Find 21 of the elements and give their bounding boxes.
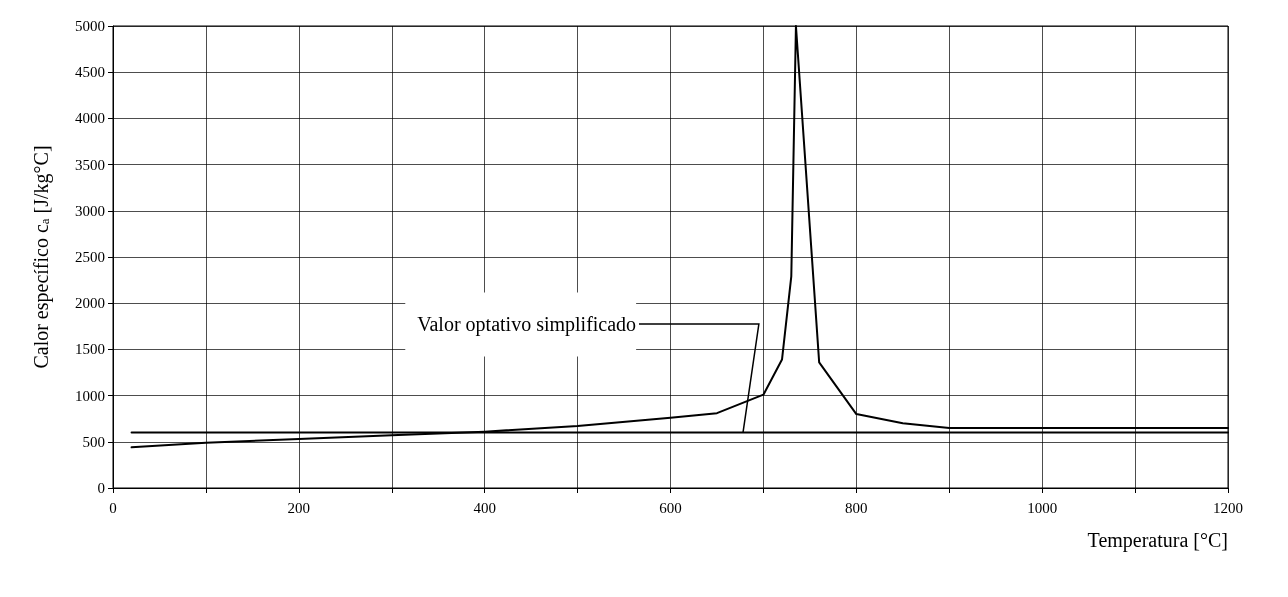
x-tick-label: 1200 [1213,499,1243,516]
x-tick-label: 400 [473,499,496,516]
y-tick-label: 3500 [75,156,105,173]
y-axis-title: Calor específico ca [J/kg°C] [30,145,53,369]
annotation: Valor optativo simplificado [417,313,637,337]
y-tick-label: 500 [82,433,105,450]
y-tick-label: 1500 [75,341,105,358]
y-tick-label: 1000 [75,387,105,404]
y-tick-label: 4000 [75,110,105,127]
y-tick-label: 4500 [75,64,105,81]
x-tick-label: 800 [845,499,868,516]
y-tick-label: 3000 [75,202,105,219]
y-tick-label: 5000 [75,18,105,34]
y-tick-label: 0 [97,480,105,496]
x-tick-label: 600 [659,499,682,516]
y-tick-label: 2000 [75,295,105,312]
x-tick-label: 200 [287,499,311,516]
y-tick-label: 2500 [75,249,105,265]
x-tick-label: 0 [109,499,117,516]
x-axis-title: Temperatura [°C] [1087,529,1228,552]
x-tick-label: 1000 [1027,499,1058,516]
